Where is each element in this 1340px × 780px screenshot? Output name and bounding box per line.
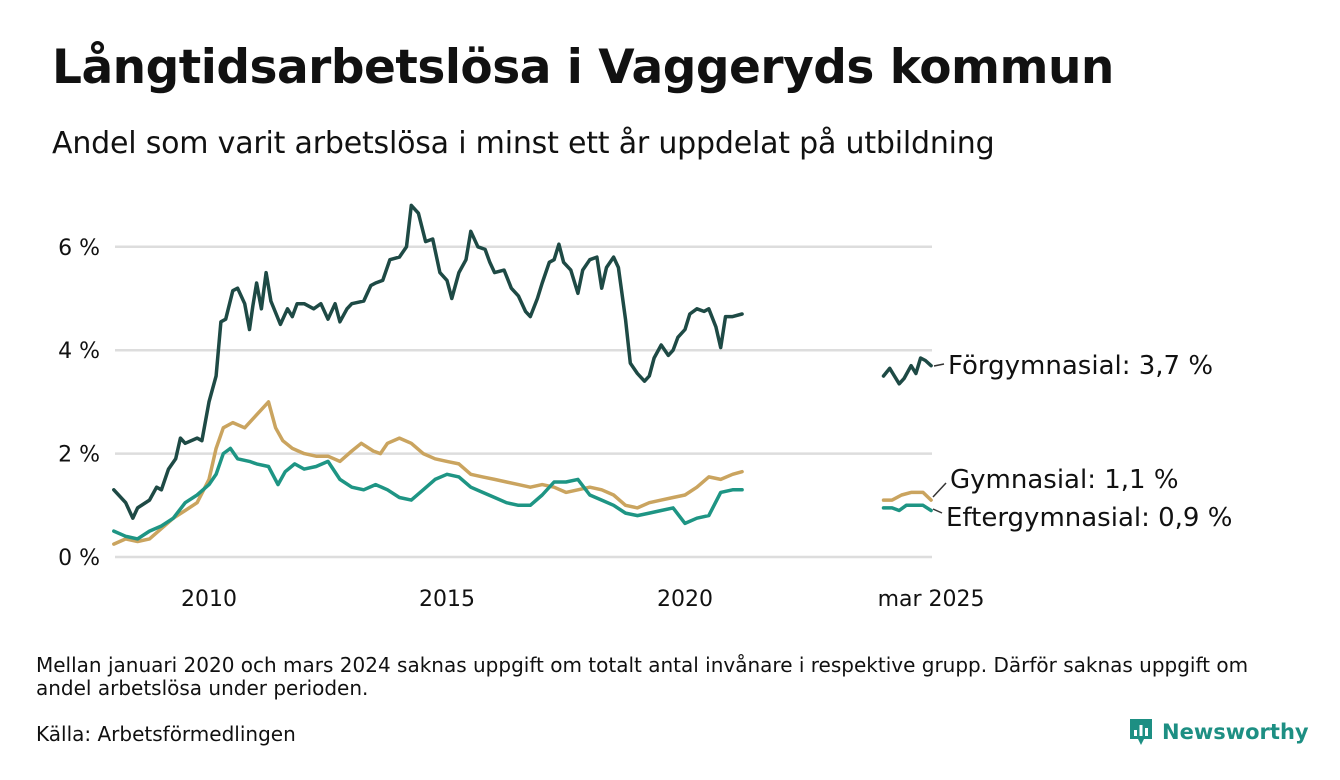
- footnote: Mellan januari 2020 och mars 2024 saknas…: [36, 653, 1249, 700]
- newsworthy-logo-icon: [1130, 719, 1152, 745]
- series-line-gymnasial: [112, 400, 744, 546]
- series-lines: [112, 203, 933, 546]
- y-tick-label: 0 %: [58, 546, 100, 571]
- x-tick-label: mar 2025: [878, 587, 985, 612]
- brand-logo: Newsworthy: [1128, 717, 1309, 747]
- y-tick-label: 6 %: [58, 236, 100, 261]
- end-label-eftergymnasial: Eftergymnasial: 0,9 %: [946, 503, 1232, 533]
- series-line-gymnasial: [881, 490, 933, 502]
- x-tick-label: 2020: [657, 587, 713, 612]
- series-line-förgymnasial: [112, 203, 744, 520]
- series-line-förgymnasial: [881, 356, 933, 386]
- grid-lines: [115, 245, 932, 559]
- end-labels: Förgymnasial: 3,7 % Gymnasial: 1,1 % Efter…: [932, 351, 1232, 533]
- label-leader-line: [932, 482, 947, 498]
- brand-name: Newsworthy: [1162, 720, 1309, 744]
- line-chart: 0 % 2 % 4 % 6 % 2010 2015 2020 mar 2025 Förgym…: [58, 203, 1232, 612]
- chart-subtitle: Andel som varit arbetslösa i minst ett å…: [52, 126, 995, 161]
- series-line-eftergymnasial: [881, 503, 933, 513]
- x-tick-label: 2010: [181, 587, 237, 612]
- x-tick-label: 2015: [419, 587, 475, 612]
- end-label-förgymnasial: Förgymnasial: 3,7 %: [948, 351, 1213, 381]
- y-tick-labels: 0 % 2 % 4 % 6 %: [58, 236, 100, 571]
- y-tick-label: 2 %: [58, 443, 100, 468]
- label-leader-line: [932, 508, 943, 514]
- chart-title: Långtidsarbetslösa i Vaggeryds kommun: [52, 40, 1114, 95]
- label-leader-line: [933, 363, 945, 367]
- series-line-eftergymnasial: [112, 446, 744, 541]
- end-label-gymnasial: Gymnasial: 1,1 %: [950, 465, 1179, 495]
- y-tick-label: 4 %: [58, 339, 100, 364]
- x-tick-labels: 2010 2015 2020 mar 2025: [181, 587, 985, 612]
- source-text: Källa: Arbetsförmedlingen: [36, 722, 296, 746]
